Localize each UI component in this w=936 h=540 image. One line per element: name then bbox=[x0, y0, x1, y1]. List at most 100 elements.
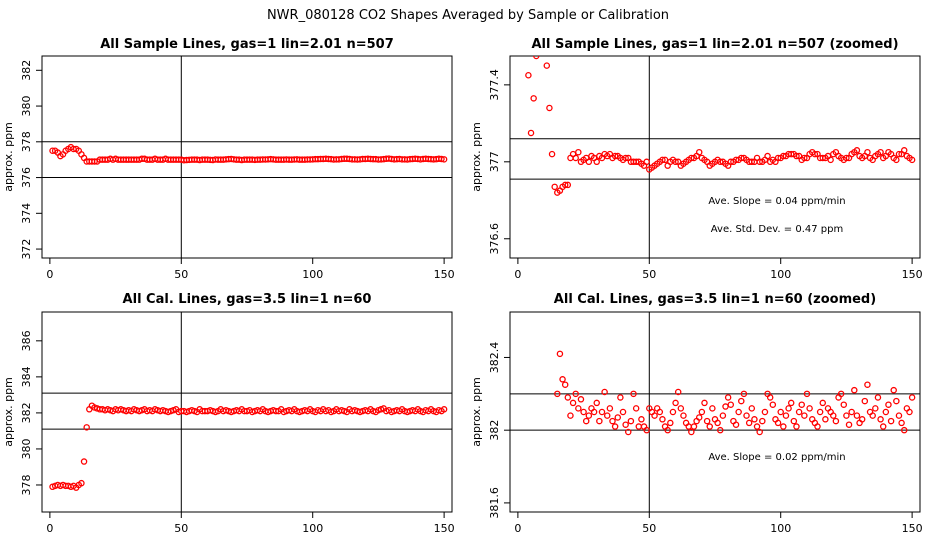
data-point bbox=[440, 406, 448, 413]
data-point bbox=[827, 156, 834, 164]
data-point bbox=[777, 408, 784, 416]
data-point bbox=[551, 183, 558, 191]
data-point bbox=[864, 381, 871, 388]
y-tick-label: 382.4 bbox=[488, 342, 501, 374]
data-point bbox=[785, 405, 792, 412]
y-tick-label: 374 bbox=[20, 203, 33, 224]
data-point bbox=[669, 408, 677, 416]
data-point bbox=[908, 156, 916, 164]
data-point bbox=[572, 154, 579, 162]
data-point bbox=[738, 397, 745, 405]
y-tick-label: 377 bbox=[488, 151, 501, 172]
data-point bbox=[632, 158, 640, 166]
x-tick-label: 0 bbox=[514, 268, 521, 281]
data-point bbox=[748, 405, 756, 412]
y-axis-label: approx. ppm bbox=[2, 122, 15, 192]
data-point bbox=[688, 154, 695, 162]
data-point bbox=[719, 412, 727, 419]
y-axis-label: approx. ppm bbox=[470, 122, 483, 192]
data-point bbox=[732, 421, 740, 428]
x-tick-label: 150 bbox=[902, 268, 923, 281]
data-point bbox=[780, 423, 787, 430]
data-point bbox=[732, 156, 740, 164]
y-tick-label: 384 bbox=[20, 366, 33, 387]
data-point bbox=[864, 148, 871, 156]
y-tick-label: 386 bbox=[20, 330, 33, 351]
data-point bbox=[632, 405, 640, 412]
data-point bbox=[656, 408, 664, 416]
data-point bbox=[530, 95, 537, 102]
data-point bbox=[769, 401, 777, 408]
y-tick-label: 382 bbox=[20, 402, 33, 423]
data-point bbox=[727, 158, 735, 166]
data-point bbox=[751, 416, 758, 423]
plot-frame bbox=[509, 55, 921, 259]
data-point bbox=[659, 156, 666, 164]
y-tick-label: 380 bbox=[20, 438, 33, 459]
x-tick-label: 100 bbox=[302, 522, 323, 535]
x-tick-label: 0 bbox=[514, 522, 521, 535]
data-point bbox=[811, 150, 819, 158]
data-point bbox=[764, 152, 771, 160]
data-point bbox=[590, 408, 598, 416]
data-point bbox=[885, 401, 892, 408]
x-tick-label: 0 bbox=[46, 522, 53, 535]
data-point bbox=[527, 129, 535, 137]
data-point bbox=[882, 408, 890, 416]
chart-title: All Cal. Lines, gas=3.5 lin=1 n=60 (zoom… bbox=[554, 292, 876, 307]
data-point bbox=[603, 412, 611, 419]
data-point bbox=[582, 417, 590, 425]
x-tick-label: 50 bbox=[174, 522, 188, 535]
data-point bbox=[787, 150, 795, 158]
data-point bbox=[569, 399, 577, 407]
data-point bbox=[78, 479, 85, 487]
data-point bbox=[803, 390, 811, 398]
data-point bbox=[877, 148, 884, 156]
data-point bbox=[717, 158, 724, 166]
data-point bbox=[698, 408, 706, 416]
data-point bbox=[561, 381, 569, 388]
data-point bbox=[575, 148, 582, 156]
data-point bbox=[664, 426, 671, 434]
data-point bbox=[848, 408, 855, 416]
data-point bbox=[525, 71, 532, 79]
data-point bbox=[745, 419, 753, 427]
data-point bbox=[748, 158, 756, 166]
data-point bbox=[546, 104, 553, 112]
data-point bbox=[561, 181, 569, 189]
data-point bbox=[908, 394, 916, 401]
data-point bbox=[714, 419, 721, 427]
data-point bbox=[709, 405, 716, 412]
x-tick-label: 50 bbox=[642, 268, 656, 281]
y-tick-label: 372 bbox=[20, 239, 33, 260]
data-point bbox=[659, 416, 666, 423]
data-point bbox=[677, 405, 685, 412]
data-point bbox=[724, 394, 732, 401]
data-point bbox=[572, 390, 579, 398]
data-point bbox=[840, 401, 848, 408]
data-point bbox=[559, 376, 566, 383]
data-point bbox=[843, 154, 850, 162]
data-point bbox=[787, 399, 795, 407]
data-point bbox=[832, 417, 840, 425]
data-point bbox=[738, 154, 745, 162]
data-point bbox=[743, 412, 750, 419]
data-point bbox=[717, 426, 724, 434]
chart-title: All Sample Lines, gas=1 lin=2.01 n=507 (… bbox=[531, 37, 898, 52]
data-point bbox=[635, 423, 643, 430]
data-point bbox=[548, 150, 556, 158]
data-point bbox=[816, 408, 824, 416]
data-series bbox=[49, 402, 448, 491]
data-point bbox=[740, 390, 748, 398]
data-point bbox=[759, 417, 766, 425]
data-point bbox=[819, 154, 827, 162]
data-point bbox=[625, 428, 632, 436]
data-point bbox=[706, 423, 713, 430]
data-point bbox=[651, 412, 658, 419]
data-point bbox=[688, 428, 695, 436]
data-point bbox=[585, 158, 593, 166]
data-point bbox=[609, 417, 616, 425]
data-point bbox=[667, 419, 674, 427]
data-point bbox=[643, 426, 650, 434]
